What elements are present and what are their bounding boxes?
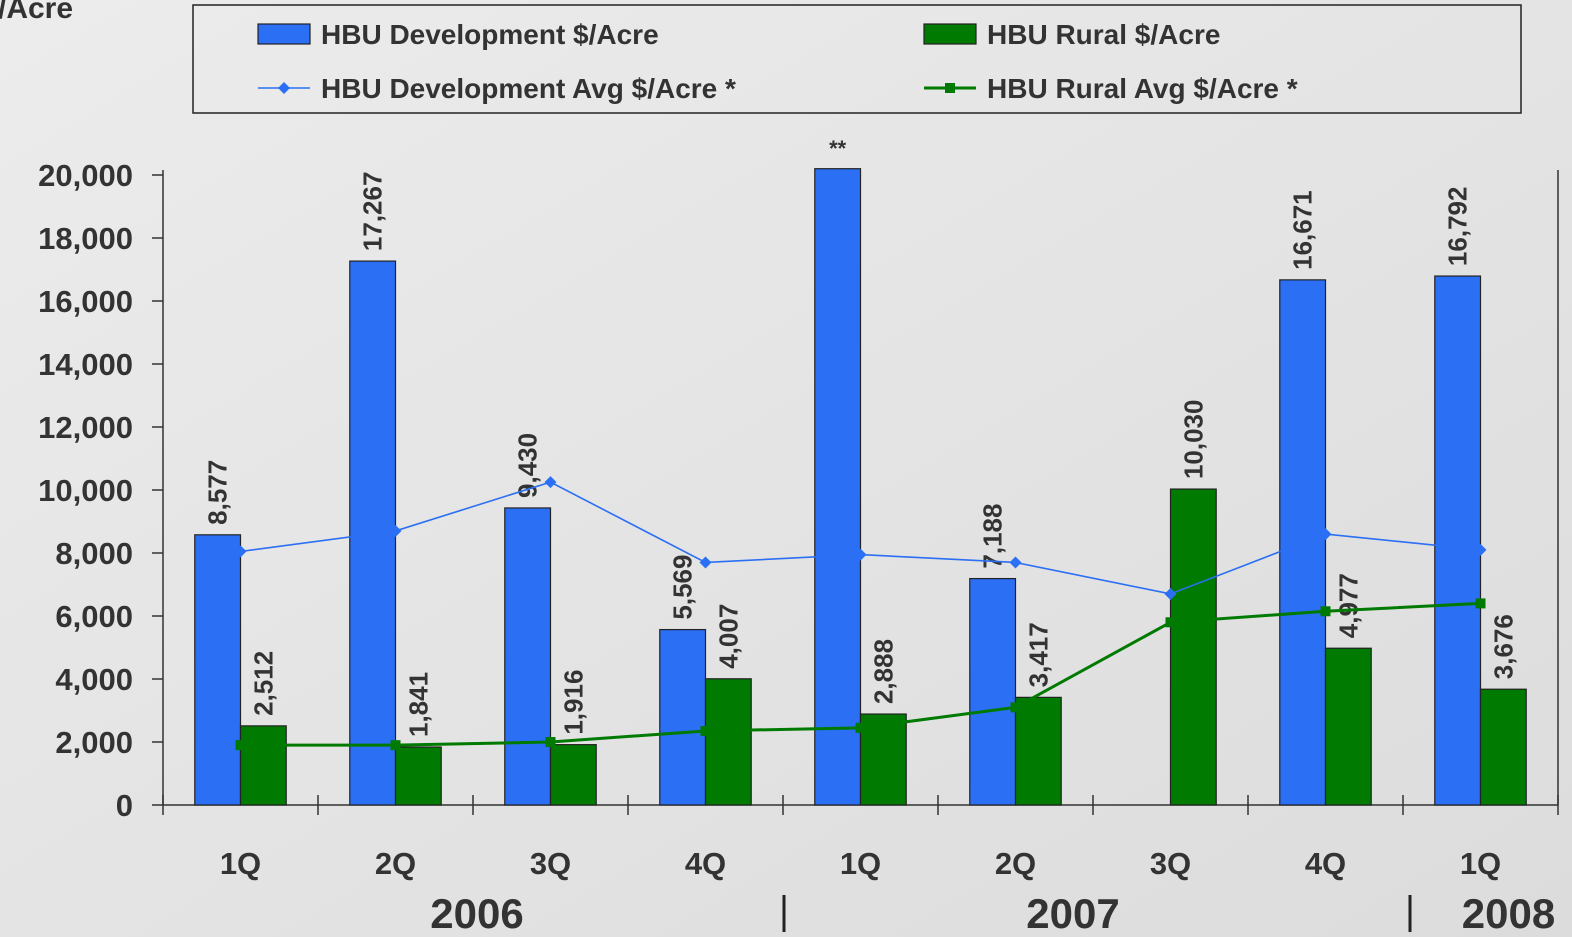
y-tick-label: 4,000 xyxy=(55,662,133,697)
marker xyxy=(855,722,866,733)
value-label: 16,792 xyxy=(1443,187,1473,267)
marker xyxy=(1475,598,1486,609)
annotation: ** xyxy=(829,136,847,161)
bar xyxy=(969,577,1017,806)
bar xyxy=(659,628,707,806)
value-label: 8,577 xyxy=(203,460,233,525)
value-label: 9,430 xyxy=(513,433,543,498)
legend-swatch xyxy=(257,23,311,45)
bar xyxy=(194,534,242,806)
y-tick-label: 0 xyxy=(116,788,133,823)
value-label: 17,267 xyxy=(358,172,388,252)
marker xyxy=(1474,543,1487,556)
bar xyxy=(1169,488,1217,806)
y-tick-label: 18,000 xyxy=(38,221,133,256)
x-tick-label: 4Q xyxy=(685,846,726,881)
y-tick-label: 12,000 xyxy=(38,410,133,445)
marker xyxy=(389,524,402,537)
marker xyxy=(699,556,712,569)
group-label: 2007 xyxy=(1026,890,1119,937)
bar xyxy=(239,725,287,806)
value-label: 16,671 xyxy=(1288,190,1318,270)
marker xyxy=(1319,528,1332,541)
y-tick-label: 10,000 xyxy=(38,473,133,508)
y-tick-label: 20,000 xyxy=(38,158,133,193)
bar xyxy=(1479,688,1527,806)
legend-marker xyxy=(945,83,955,93)
marker xyxy=(545,737,556,747)
value-label: 4,977 xyxy=(1333,573,1363,638)
group-label: 2006 xyxy=(430,890,523,937)
legend-swatch xyxy=(923,23,977,45)
x-tick-label: 4Q xyxy=(1305,846,1346,881)
legend-label: HBU Development Avg $/Acre * xyxy=(321,73,736,104)
x-tick-label: 2Q xyxy=(995,846,1036,881)
value-label: 1,916 xyxy=(558,670,588,735)
legend-label: HBU Development $/Acre xyxy=(321,19,659,50)
bar xyxy=(394,746,442,806)
x-tick-label: 3Q xyxy=(530,846,571,881)
value-label: 2,512 xyxy=(248,651,278,716)
y-tick-label: 14,000 xyxy=(38,347,133,382)
value-label: 7,188 xyxy=(978,503,1008,568)
y-tick-label: 16,000 xyxy=(38,284,133,319)
x-tick-label: 1Q xyxy=(220,846,261,881)
y-tick-label: 6,000 xyxy=(55,599,133,634)
marker xyxy=(1165,617,1176,628)
y-tick-label: 2,000 xyxy=(55,725,133,760)
x-tick-label: 1Q xyxy=(1460,846,1501,881)
legend-label: HBU Rural Avg $/Acre * xyxy=(987,73,1298,104)
bar xyxy=(814,168,862,806)
value-label: 1,841 xyxy=(403,672,433,737)
x-tick-label: 1Q xyxy=(840,846,881,881)
marker xyxy=(1010,702,1021,713)
bar xyxy=(349,260,397,806)
marker xyxy=(1320,606,1331,617)
bar xyxy=(1434,275,1482,806)
marker xyxy=(1164,587,1177,600)
bar xyxy=(704,678,752,806)
bar xyxy=(504,507,552,806)
legend-marker xyxy=(278,82,290,94)
y-tick-label: 8,000 xyxy=(55,536,133,571)
marker xyxy=(1009,556,1022,569)
marker xyxy=(854,548,867,561)
bar xyxy=(549,744,597,806)
bar xyxy=(859,713,907,806)
bar xyxy=(1324,647,1372,806)
legend-box xyxy=(192,4,1522,114)
marker xyxy=(390,740,401,751)
x-tick-label: 3Q xyxy=(1150,846,1191,881)
marker xyxy=(700,725,711,736)
bar xyxy=(1279,279,1327,806)
value-label: 5,569 xyxy=(668,554,698,619)
marker xyxy=(544,476,557,489)
y-axis-label: /Acre xyxy=(0,0,73,25)
value-label: 10,030 xyxy=(1178,400,1208,480)
value-label: 2,888 xyxy=(868,639,898,704)
legend-label: HBU Rural $/Acre xyxy=(987,19,1220,50)
group-label: 2008 xyxy=(1462,890,1555,937)
marker xyxy=(235,740,246,751)
x-tick-label: 2Q xyxy=(375,846,416,881)
value-label: 4,007 xyxy=(713,604,743,669)
value-label: 3,676 xyxy=(1488,614,1518,679)
bar xyxy=(1014,696,1062,806)
marker xyxy=(234,545,247,558)
value-label: 3,417 xyxy=(1023,622,1053,687)
